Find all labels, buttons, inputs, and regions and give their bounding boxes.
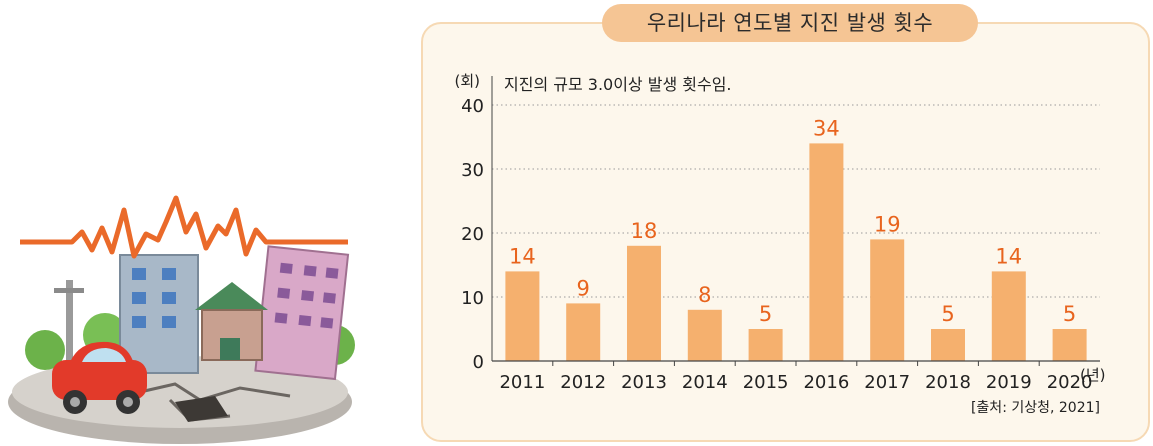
bar (566, 303, 601, 361)
x-tick-label: 2018 (925, 372, 971, 393)
bar (687, 309, 722, 361)
data-label: 34 (813, 116, 840, 140)
x-tick-label: 2012 (560, 372, 606, 393)
x-tick-label: 2015 (743, 372, 789, 393)
earthquake-illustration (8, 195, 355, 444)
y-tick-label: 10 (461, 288, 484, 309)
x-tick-label: 2011 (499, 372, 545, 393)
bar (627, 245, 661, 361)
bar (505, 271, 540, 361)
y-unit-label: (회) (454, 72, 480, 90)
data-label: 18 (631, 219, 658, 243)
bar (931, 329, 965, 361)
data-label: 9 (577, 276, 590, 300)
bar (809, 143, 844, 361)
x-tick-label: 2020 (1047, 372, 1093, 393)
bar (1052, 329, 1087, 361)
chart-title: 우리나라 연도별 지진 발생 횟수 (602, 4, 978, 42)
x-unit-label: (년) (1080, 366, 1106, 384)
bar (870, 239, 905, 361)
x-tick-label: 2017 (864, 372, 910, 393)
y-tick-label: 30 (461, 160, 484, 181)
data-label: 5 (941, 302, 954, 326)
data-label: 14 (995, 244, 1022, 268)
x-tick-label: 2013 (621, 372, 667, 393)
x-tick-label: 2014 (682, 372, 728, 393)
data-label: 5 (1063, 302, 1076, 326)
bar (748, 329, 783, 361)
data-label: 14 (509, 244, 536, 268)
data-label: 19 (874, 212, 901, 236)
y-tick-label: 20 (461, 224, 484, 245)
chart-note: 지진의 규모 3.0이상 발생 횟수임. (504, 75, 732, 94)
source-note: [출처: 기상청, 2021] (971, 400, 1100, 416)
y-tick-label: 40 (461, 96, 484, 117)
chart-panel (421, 22, 1150, 442)
x-tick-label: 2016 (803, 372, 849, 393)
y-tick-label: 0 (473, 352, 484, 373)
x-tick-label: 2019 (986, 372, 1032, 393)
bar (991, 271, 1026, 361)
data-label: 8 (698, 283, 711, 307)
data-label: 5 (759, 302, 772, 326)
